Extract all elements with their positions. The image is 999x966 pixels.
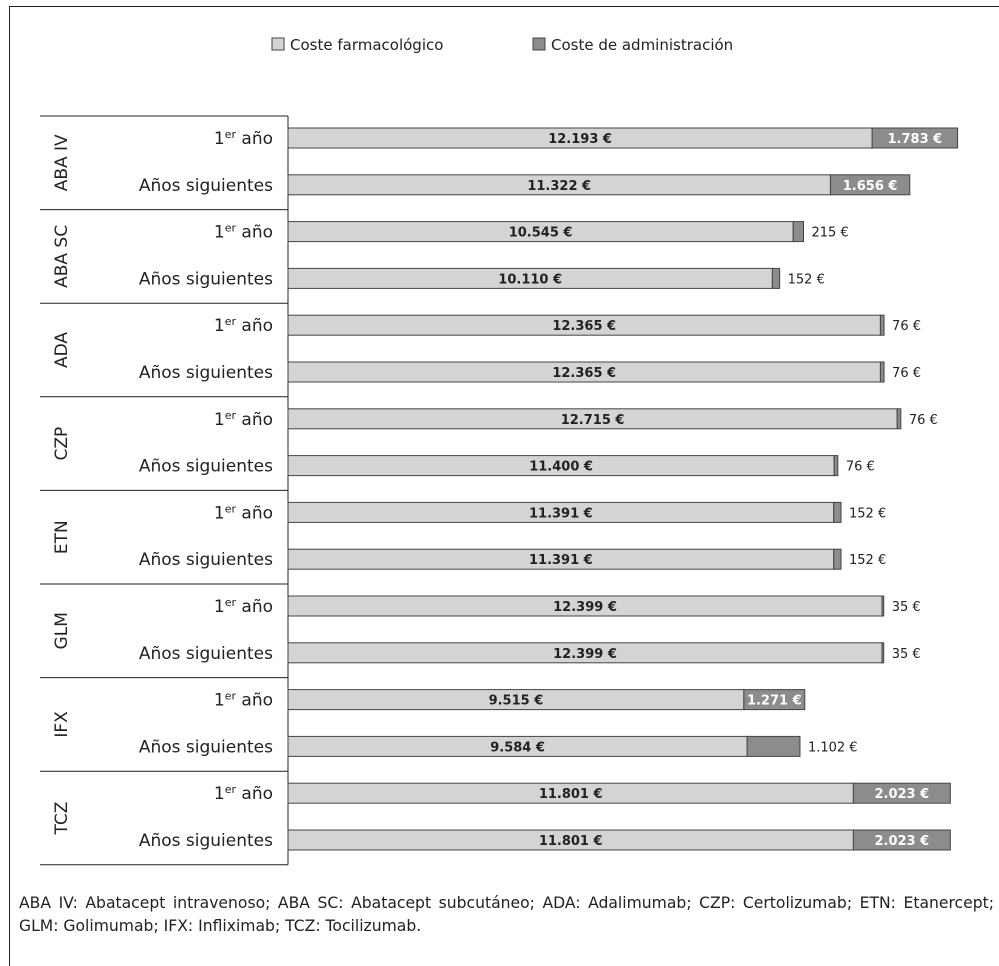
row-label: Años siguientes xyxy=(139,644,273,664)
row-label: 1er año xyxy=(214,315,273,336)
group-label-tcz: TCZ xyxy=(52,802,72,836)
bar-admin-cost xyxy=(881,595,885,617)
bar-admin-cost xyxy=(852,829,951,851)
data-label-drug: 12.365 € xyxy=(552,366,616,381)
data-label-admin: 76 € xyxy=(892,319,921,334)
group-label-czp: CZP xyxy=(52,427,72,461)
bar-admin-cost xyxy=(871,127,959,149)
legend-label-1: Coste farmacológico xyxy=(290,36,443,54)
row-label: 1er año xyxy=(214,502,273,523)
group-label-aba-sc: ABA SC xyxy=(52,225,72,288)
row-label: Años siguientes xyxy=(139,831,273,851)
bar-admin-cost xyxy=(746,735,801,757)
data-label-drug: 11.391 € xyxy=(529,553,593,568)
row-label: Años siguientes xyxy=(139,363,273,383)
bar-admin-cost xyxy=(771,267,781,289)
legend-swatch-1 xyxy=(271,37,285,51)
row-label: Años siguientes xyxy=(139,176,273,196)
bar-admin-cost xyxy=(792,221,805,243)
data-label-admin: 76 € xyxy=(892,366,921,381)
data-label-admin: 152 € xyxy=(849,553,886,568)
row-label: 1er año xyxy=(214,690,273,711)
data-label-admin: 215 € xyxy=(812,226,849,241)
group-label-ada: ADA xyxy=(52,332,72,368)
row-label: Años siguientes xyxy=(139,737,273,757)
data-label-admin: 2.023 € xyxy=(874,787,929,802)
data-label-drug: 12.399 € xyxy=(553,600,617,615)
group-label-aba-iv: ABA IV xyxy=(52,134,72,191)
data-label-drug: 12.193 € xyxy=(548,132,612,147)
data-label-admin: 76 € xyxy=(846,460,875,475)
data-label-drug: 10.545 € xyxy=(509,226,573,241)
legend-swatch-2 xyxy=(532,37,546,51)
bar-admin-cost xyxy=(852,782,951,804)
data-label-admin: 35 € xyxy=(892,647,921,662)
data-label-drug: 9.515 € xyxy=(489,694,544,709)
data-label-admin: 76 € xyxy=(909,413,938,428)
row-label: 1er año xyxy=(214,596,273,617)
row-label: Años siguientes xyxy=(139,457,273,477)
data-label-drug: 11.322 € xyxy=(527,179,591,194)
data-label-drug: 10.110 € xyxy=(498,272,562,287)
bar-admin-cost xyxy=(833,455,839,477)
data-label-drug: 11.801 € xyxy=(539,787,603,802)
bar-admin-cost xyxy=(833,501,842,523)
bar-admin-cost xyxy=(896,408,902,430)
data-label-admin: 2.023 € xyxy=(874,834,929,849)
data-label-drug: 12.365 € xyxy=(552,319,616,334)
bar-admin-cost xyxy=(879,361,885,383)
data-label-admin: 35 € xyxy=(892,600,921,615)
data-label-drug: 12.399 € xyxy=(553,647,617,662)
data-label-drug: 12.715 € xyxy=(561,413,625,428)
row-label: Años siguientes xyxy=(139,550,273,570)
group-label-glm: GLM xyxy=(52,612,72,649)
data-label-admin: 1.102 € xyxy=(808,740,858,755)
figure-frame xyxy=(9,6,999,966)
bar-admin-cost xyxy=(743,689,806,711)
data-label-admin: 152 € xyxy=(849,506,886,521)
row-label: 1er año xyxy=(214,783,273,804)
row-label: 1er año xyxy=(214,128,273,149)
bar-admin-cost xyxy=(881,642,885,664)
stacked-bar-chart: Coste farmacológico Coste de administraci… xyxy=(40,36,959,866)
legend-label-2: Coste de administración xyxy=(551,36,733,54)
row-label: 1er año xyxy=(214,222,273,243)
bar-admin-cost xyxy=(833,548,842,570)
data-label-admin: 1.656 € xyxy=(843,179,898,194)
data-label-admin: 1.783 € xyxy=(888,132,943,147)
row-label: Años siguientes xyxy=(139,269,273,289)
data-label-drug: 11.801 € xyxy=(539,834,603,849)
group-label-ifx: IFX xyxy=(52,711,72,738)
data-label-drug: 11.400 € xyxy=(529,460,593,475)
row-label: 1er año xyxy=(214,409,273,430)
data-label-drug: 11.391 € xyxy=(529,506,593,521)
bar-admin-cost xyxy=(879,314,885,336)
data-label-admin: 1.271 € xyxy=(747,694,802,709)
data-label-admin: 152 € xyxy=(788,272,825,287)
footnote: ABA IV: Abatacept intravenoso; ABA SC: A… xyxy=(19,894,994,935)
bar-admin-cost xyxy=(829,174,911,196)
data-label-drug: 9.584 € xyxy=(490,740,545,755)
group-label-etn: ETN xyxy=(52,520,72,554)
